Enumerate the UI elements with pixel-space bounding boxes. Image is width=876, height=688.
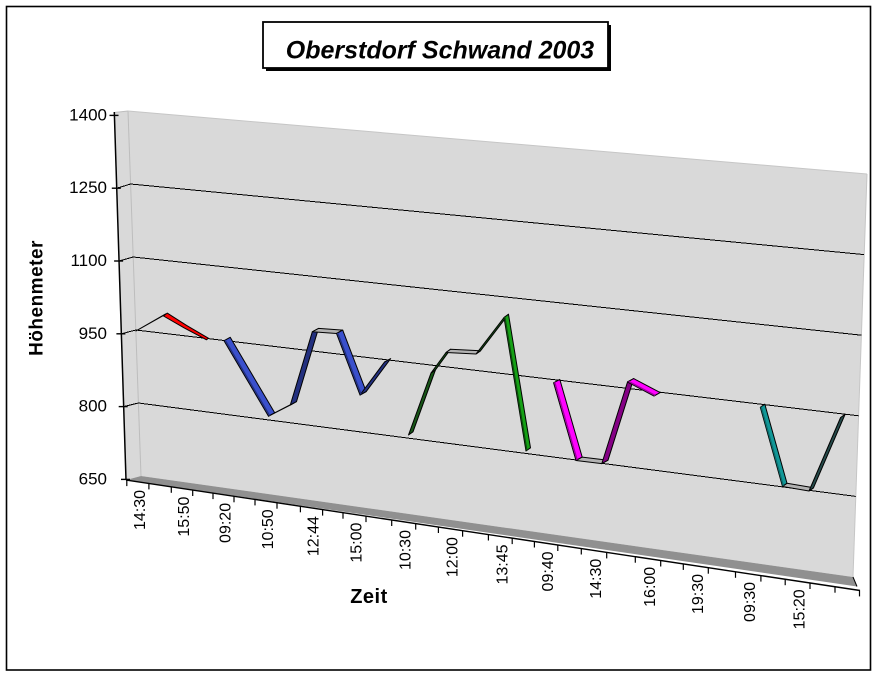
svg-text:10:50: 10:50 [260,509,277,549]
svg-text:14:30: 14:30 [588,559,605,599]
svg-text:Zeit: Zeit [350,586,388,608]
svg-text:800: 800 [79,397,107,416]
svg-text:16:00: 16:00 [642,567,659,607]
svg-text:Höhenmeter: Höhenmeter [27,240,48,356]
svg-text:09:30: 09:30 [742,582,759,622]
svg-text:09:20: 09:20 [218,503,235,543]
svg-text:Oberstdorf Schwand 2003: Oberstdorf Schwand 2003 [286,37,595,65]
svg-text:15:00: 15:00 [349,523,366,563]
svg-text:12:44: 12:44 [306,516,323,556]
svg-text:15:50: 15:50 [176,497,193,537]
svg-text:650: 650 [79,469,107,488]
svg-text:10:30: 10:30 [398,530,415,570]
svg-text:09:40: 09:40 [540,551,557,591]
svg-text:950: 950 [79,324,107,343]
svg-text:1250: 1250 [69,178,107,197]
svg-text:14:30: 14:30 [132,490,149,530]
svg-text:19:30: 19:30 [690,574,707,614]
svg-text:1400: 1400 [69,105,107,124]
svg-text:12:00: 12:00 [445,537,462,577]
svg-text:15:20: 15:20 [792,589,809,629]
svg-text:1100: 1100 [70,251,107,270]
svg-text:13:45: 13:45 [494,544,511,584]
